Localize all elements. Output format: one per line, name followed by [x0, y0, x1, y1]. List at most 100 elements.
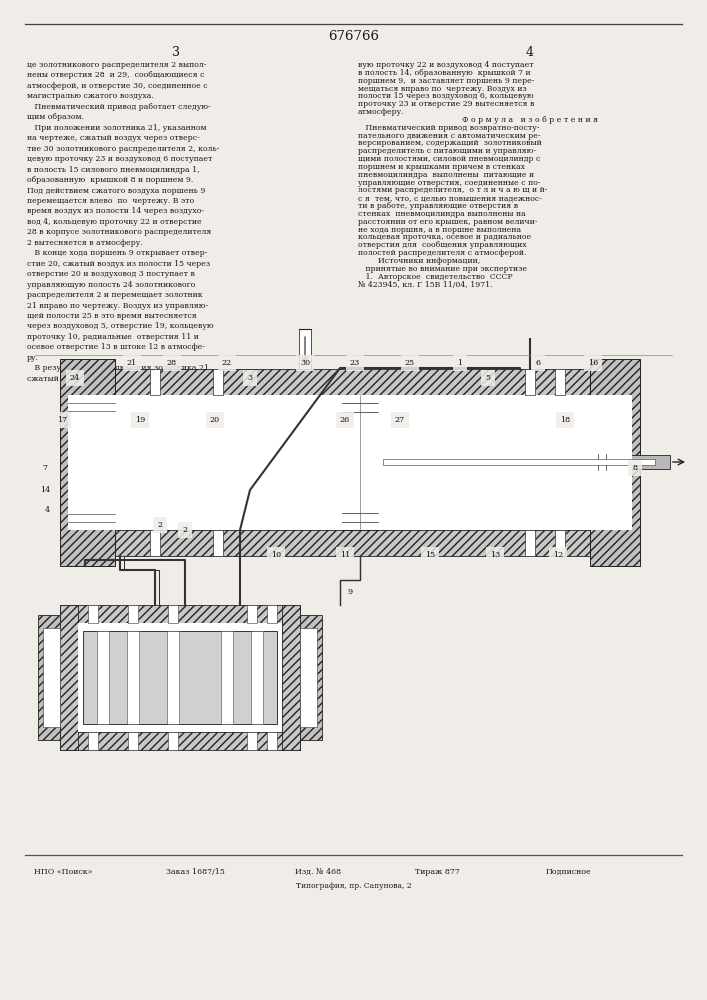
Bar — [342, 395, 378, 530]
Bar — [60, 605, 78, 750]
Bar — [213, 530, 223, 556]
Bar — [267, 732, 277, 750]
Bar — [299, 329, 311, 369]
Bar — [60, 732, 300, 750]
Text: в полость 14, образованную  крышкой 7 и: в полость 14, образованную крышкой 7 и — [358, 69, 531, 77]
Bar — [88, 605, 98, 623]
Text: 6: 6 — [535, 359, 541, 367]
Text: 18: 18 — [560, 416, 570, 424]
Bar — [43, 628, 60, 727]
Text: Пневматический привод возвратно-посту-: Пневматический привод возвратно-посту- — [358, 124, 539, 132]
Text: мещаться вправо по  чертежу. Воздух из: мещаться вправо по чертежу. Воздух из — [358, 85, 527, 93]
Text: 23: 23 — [350, 359, 360, 367]
Bar — [115, 369, 590, 395]
Text: проточку 23 и отверстие 29 вытесняется в: проточку 23 и отверстие 29 вытесняется в — [358, 100, 534, 108]
Text: Источники информации,: Источники информации, — [358, 257, 480, 265]
Text: № 423945, кл. Г 15В 11/04, 1971.: № 423945, кл. Г 15В 11/04, 1971. — [358, 281, 493, 289]
Bar — [525, 369, 535, 395]
Bar — [168, 732, 178, 750]
Bar — [127, 631, 139, 724]
Text: поршнем 9,  и заставляет поршень 9 пере-: поршнем 9, и заставляет поршень 9 пере- — [358, 77, 534, 85]
Text: атмосферу.: атмосферу. — [358, 108, 404, 116]
Text: распределитель с питающими и управляю-: распределитель с питающими и управляю- — [358, 147, 536, 155]
Text: версированием, содержащий  золотниковый: версированием, содержащий золотниковый — [358, 139, 542, 147]
Bar — [590, 359, 640, 566]
Bar — [150, 530, 160, 556]
Text: 13: 13 — [490, 551, 500, 559]
Text: лостями распределителя,  о т л и ч а ю щ и й-: лостями распределителя, о т л и ч а ю щ … — [358, 186, 547, 194]
Bar — [128, 732, 138, 750]
Text: 8: 8 — [633, 464, 638, 472]
Text: отверстия для  сообщения управляющих: отверстия для сообщения управляющих — [358, 241, 527, 249]
Bar — [68, 395, 115, 530]
Text: Подписное: Подписное — [545, 868, 591, 876]
Bar — [60, 605, 300, 623]
Text: пневмоцилиндра  выполнены  питающие и: пневмоцилиндра выполнены питающие и — [358, 171, 534, 179]
Bar — [300, 628, 317, 727]
Bar — [38, 615, 60, 740]
Bar — [300, 615, 322, 740]
Text: расстоянии от его крышек, равном величи-: расстоянии от его крышек, равном величи- — [358, 218, 537, 226]
Text: не хода поршня, а в поршне выполнена: не хода поршня, а в поршне выполнена — [358, 226, 521, 234]
Text: 676766: 676766 — [328, 30, 379, 43]
Text: 9: 9 — [347, 588, 353, 596]
Text: 28: 28 — [167, 359, 177, 367]
Text: 4: 4 — [45, 506, 49, 514]
Text: Типография, пр. Сапунова, 2: Типография, пр. Сапунова, 2 — [296, 882, 411, 890]
Text: 12: 12 — [553, 551, 563, 559]
Bar — [168, 605, 178, 623]
Text: 21: 21 — [127, 359, 137, 367]
Text: 30: 30 — [300, 359, 310, 367]
Text: 25: 25 — [405, 359, 415, 367]
Bar — [525, 530, 535, 556]
Bar — [213, 369, 223, 395]
Text: 4: 4 — [526, 45, 534, 58]
Bar — [247, 605, 257, 623]
Bar — [282, 605, 300, 750]
Text: Ф о р м у л а   и з о б р е т е н и я: Ф о р м у л а и з о б р е т е н и я — [462, 116, 598, 124]
Text: НПО «Поиск»: НПО «Поиск» — [34, 868, 92, 876]
Text: 20: 20 — [210, 416, 220, 424]
Text: 17: 17 — [57, 416, 67, 424]
Text: стенках  пневмоцилиндра выполнены на: стенках пневмоцилиндра выполнены на — [358, 210, 526, 218]
Text: полости 15 через воздуховод 6, кольцевую: полости 15 через воздуховод 6, кольцевую — [358, 92, 534, 100]
Text: принятые во внимание при экспертизе: принятые во внимание при экспертизе — [358, 265, 527, 273]
Bar — [128, 605, 138, 623]
Text: 1.  Авторское  свидетельство  СССР: 1. Авторское свидетельство СССР — [358, 273, 513, 281]
Bar — [590, 395, 632, 530]
Bar — [383, 459, 655, 465]
Text: 24: 24 — [70, 374, 80, 382]
Text: Заказ 1687/15: Заказ 1687/15 — [165, 868, 224, 876]
Text: 5: 5 — [486, 374, 491, 382]
Bar — [267, 605, 277, 623]
Bar — [221, 631, 233, 724]
Bar — [555, 369, 565, 395]
Bar — [150, 369, 160, 395]
Text: 2: 2 — [158, 521, 163, 529]
Text: 10: 10 — [271, 551, 281, 559]
Text: 19: 19 — [135, 416, 145, 424]
Bar — [251, 631, 263, 724]
Text: 22: 22 — [222, 359, 232, 367]
Text: ти в работе, управляющие отверстия в: ти в работе, управляющие отверстия в — [358, 202, 518, 210]
Text: 7: 7 — [42, 464, 47, 472]
Text: 15: 15 — [425, 551, 435, 559]
Text: кольцевая проточка, осевое и радиальное: кольцевая проточка, осевое и радиальное — [358, 233, 531, 241]
Text: полостей распределителя с атмосферой.: полостей распределителя с атмосферой. — [358, 249, 527, 257]
Text: це золотникового распределителя 2 выпол-
нены отверстия 28  и 29,  сообщающиеся : це золотникового распределителя 2 выпол-… — [27, 61, 219, 383]
Text: Тираж 877: Тираж 877 — [414, 868, 460, 876]
Text: пательного движения с автоматическим ре-: пательного движения с автоматическим ре- — [358, 132, 540, 140]
Text: Изд. № 468: Изд. № 468 — [295, 868, 341, 876]
Text: с я  тем, что, с целью повышения надежнос-: с я тем, что, с целью повышения надежнос… — [358, 194, 542, 202]
Bar — [167, 631, 179, 724]
Bar — [60, 359, 115, 566]
Text: 1: 1 — [457, 359, 462, 367]
Text: 2: 2 — [182, 526, 187, 534]
Text: 27: 27 — [395, 416, 405, 424]
Text: 26: 26 — [340, 416, 350, 424]
Text: 11: 11 — [340, 551, 350, 559]
Bar — [78, 623, 282, 732]
Bar — [115, 395, 590, 530]
Bar — [247, 732, 257, 750]
Bar — [115, 530, 590, 556]
